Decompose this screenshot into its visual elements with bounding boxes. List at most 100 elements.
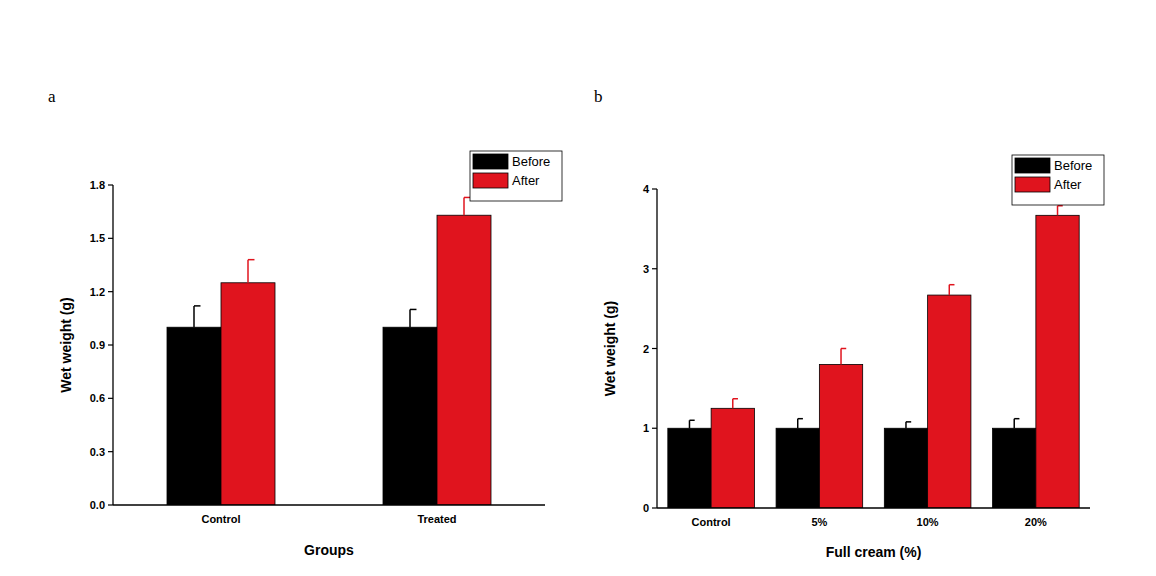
error-bar bbox=[1014, 419, 1019, 429]
error-stem bbox=[905, 422, 907, 428]
error-cap bbox=[689, 420, 694, 422]
panel-label: b bbox=[594, 87, 603, 106]
error-stem bbox=[1013, 419, 1015, 429]
x-tick-label: 20% bbox=[1025, 516, 1047, 528]
error-bar bbox=[798, 419, 803, 429]
legend-swatch bbox=[473, 173, 508, 188]
bar bbox=[383, 327, 437, 505]
y-tick-label: 4 bbox=[643, 183, 650, 195]
x-axis-line bbox=[113, 504, 545, 505]
y-tick bbox=[652, 348, 657, 349]
y-tick-label: 0.9 bbox=[90, 339, 105, 351]
bar bbox=[819, 364, 862, 508]
error-cap bbox=[464, 197, 470, 199]
panel-label: a bbox=[48, 87, 56, 106]
error-cap bbox=[733, 398, 738, 400]
y-tick-label: 1.5 bbox=[90, 232, 105, 244]
error-stem bbox=[1057, 206, 1059, 216]
y-tick bbox=[652, 188, 657, 189]
y-axis-title: Wet weight (g) bbox=[58, 297, 74, 392]
y-tick bbox=[652, 428, 657, 429]
marks bbox=[668, 206, 1079, 508]
x-axis-title: Groups bbox=[304, 542, 354, 558]
legend: Before After bbox=[1012, 155, 1104, 205]
x-axis-title: Full cream (%) bbox=[826, 544, 922, 560]
error-bar bbox=[841, 349, 846, 365]
bar bbox=[776, 428, 819, 508]
error-cap bbox=[949, 284, 954, 286]
error-stem bbox=[689, 420, 691, 428]
error-stem bbox=[732, 399, 734, 409]
error-cap bbox=[906, 421, 911, 423]
legend-label: Before bbox=[512, 154, 550, 169]
y-tick bbox=[108, 238, 113, 239]
y-tick bbox=[108, 291, 113, 292]
x-axis-line bbox=[657, 507, 1090, 508]
error-bar bbox=[1058, 206, 1063, 216]
legend: Before After bbox=[470, 151, 562, 201]
bar bbox=[668, 428, 711, 508]
bar bbox=[884, 428, 927, 508]
error-cap bbox=[1014, 418, 1019, 420]
legend-label: After bbox=[512, 173, 540, 188]
bar bbox=[711, 408, 754, 508]
legend-label: Before bbox=[1054, 158, 1092, 173]
y-tick-label: 2 bbox=[643, 343, 649, 355]
y-tick bbox=[108, 451, 113, 452]
y-tick bbox=[108, 398, 113, 399]
bar bbox=[928, 295, 971, 508]
y-tick-label: 1 bbox=[643, 422, 649, 434]
x-tick-label: 5% bbox=[811, 516, 827, 528]
y-tick-label: 0.0 bbox=[90, 499, 105, 511]
y-tick bbox=[652, 507, 657, 508]
legend-swatch bbox=[1015, 158, 1050, 173]
x-tick-label: Control bbox=[201, 513, 240, 525]
bar bbox=[167, 327, 221, 505]
legend-frame bbox=[1012, 155, 1104, 205]
y-tick bbox=[108, 184, 113, 185]
error-stem bbox=[797, 419, 799, 429]
y-tick-label: 1.2 bbox=[90, 286, 105, 298]
error-bar bbox=[464, 197, 470, 215]
y-tick-label: 3 bbox=[643, 263, 649, 275]
y-tick bbox=[108, 504, 113, 505]
y-tick bbox=[652, 268, 657, 269]
chart: a 0.0 0.3 0.6 0.9 1.2 1.5 1.8 Control Treated Grou… bbox=[48, 87, 562, 558]
error-stem bbox=[193, 306, 195, 327]
error-bar bbox=[906, 422, 911, 428]
legend-frame bbox=[470, 151, 562, 201]
bar bbox=[221, 283, 275, 505]
error-stem bbox=[247, 260, 249, 283]
y-axis-title: Wet weight (g) bbox=[602, 301, 618, 396]
error-bar bbox=[194, 306, 200, 327]
error-cap bbox=[194, 305, 200, 307]
marks bbox=[167, 197, 491, 505]
y-tick-label: 1.8 bbox=[90, 179, 105, 191]
error-cap bbox=[841, 348, 846, 350]
legend-label: After bbox=[1054, 177, 1082, 192]
y-tick-label: 0 bbox=[643, 502, 649, 514]
figure: a 0.0 0.3 0.6 0.9 1.2 1.5 1.8 Control Treated Grou… bbox=[0, 0, 1156, 576]
error-bar bbox=[689, 420, 694, 428]
error-cap bbox=[248, 259, 254, 261]
x-tick-label: Control bbox=[692, 516, 731, 528]
y-tick-label: 0.6 bbox=[90, 392, 105, 404]
bar bbox=[993, 428, 1036, 508]
x-tick-label: Treated bbox=[417, 513, 456, 525]
error-bar bbox=[733, 399, 738, 409]
legend-swatch bbox=[1015, 177, 1050, 192]
error-stem bbox=[840, 349, 842, 365]
error-stem bbox=[463, 197, 465, 215]
bar bbox=[1036, 215, 1079, 508]
error-stem bbox=[949, 285, 951, 295]
error-cap bbox=[798, 418, 803, 420]
error-bar bbox=[248, 260, 254, 283]
y-tick-label: 0.3 bbox=[90, 446, 105, 458]
bar bbox=[437, 215, 491, 505]
legend-swatch bbox=[473, 154, 508, 169]
error-bar bbox=[949, 285, 954, 295]
y-tick bbox=[108, 344, 113, 345]
x-tick-label: 10% bbox=[917, 516, 939, 528]
error-cap bbox=[410, 309, 416, 311]
error-bar bbox=[410, 309, 416, 327]
